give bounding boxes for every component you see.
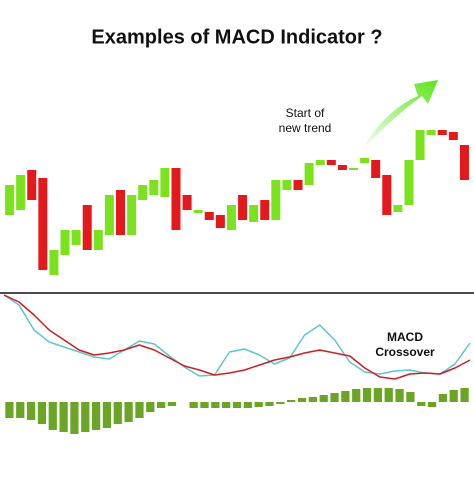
annotation: Start of bbox=[286, 106, 325, 120]
candle-body bbox=[360, 158, 370, 163]
histogram-bar bbox=[232, 402, 242, 408]
histogram-bar bbox=[297, 398, 307, 402]
histogram-bar bbox=[438, 394, 448, 402]
histogram-bar bbox=[48, 402, 57, 430]
candle-body bbox=[371, 160, 381, 178]
histogram-bar bbox=[81, 402, 90, 432]
histogram-bar bbox=[265, 402, 274, 406]
candle-body bbox=[16, 175, 26, 210]
candle-body bbox=[437, 130, 447, 135]
candle-body bbox=[49, 250, 59, 275]
annotation: MACD bbox=[387, 330, 423, 344]
candle-body bbox=[249, 205, 259, 222]
candle-body bbox=[93, 230, 103, 250]
candle-body bbox=[459, 145, 469, 180]
annotation: new trend bbox=[279, 121, 332, 135]
histogram-bar bbox=[70, 402, 79, 434]
histogram-bar bbox=[254, 402, 263, 407]
histogram-bar bbox=[319, 395, 328, 402]
candle-body bbox=[60, 230, 70, 255]
candle-body bbox=[315, 160, 325, 165]
histogram-bar bbox=[135, 402, 144, 418]
histogram-bar bbox=[427, 402, 437, 407]
histogram-bar bbox=[91, 402, 101, 430]
candle-body bbox=[382, 175, 392, 215]
histogram-bar bbox=[384, 388, 393, 402]
histogram-bar bbox=[189, 402, 198, 408]
histogram-bar bbox=[37, 402, 47, 424]
candle-body bbox=[127, 195, 137, 235]
histogram-bar bbox=[373, 388, 383, 402]
histogram-bar bbox=[59, 402, 68, 432]
histogram-bar bbox=[330, 393, 339, 402]
trend-arrow bbox=[360, 80, 438, 152]
histogram-bar bbox=[211, 402, 220, 408]
candle-body bbox=[138, 185, 148, 200]
candle-body bbox=[448, 132, 458, 140]
histogram-bar bbox=[102, 402, 112, 428]
candle-body bbox=[204, 212, 214, 220]
histogram-bar bbox=[113, 402, 122, 424]
histogram-bar bbox=[287, 400, 296, 402]
histogram-bar bbox=[362, 388, 372, 402]
candle-body bbox=[337, 165, 347, 170]
histogram-bar bbox=[395, 389, 404, 402]
histogram-bar bbox=[16, 402, 25, 418]
candle-body bbox=[38, 178, 48, 270]
histogram-bar bbox=[5, 402, 14, 418]
histogram-bar bbox=[449, 390, 458, 402]
histogram-bar bbox=[200, 402, 209, 408]
candle-body bbox=[260, 200, 270, 220]
line-series bbox=[3, 294, 471, 377]
candle-body bbox=[160, 168, 170, 197]
candle-body bbox=[149, 180, 159, 195]
histogram-bar bbox=[124, 402, 133, 422]
candle-body bbox=[226, 205, 236, 230]
histogram-bar bbox=[167, 402, 177, 406]
histogram-bar bbox=[417, 402, 426, 406]
candle-body bbox=[282, 180, 292, 190]
candle-body bbox=[404, 160, 414, 205]
histogram-bar bbox=[243, 402, 252, 408]
histogram-bar bbox=[460, 388, 469, 402]
candle-body bbox=[5, 185, 15, 215]
candle-body bbox=[326, 160, 336, 165]
candle-body bbox=[293, 180, 303, 190]
histogram-bar bbox=[352, 389, 361, 402]
candle-body bbox=[215, 215, 225, 228]
candle-body bbox=[116, 190, 125, 235]
histogram-bar bbox=[146, 402, 155, 412]
candle-body bbox=[71, 230, 81, 245]
annotation: Crossover bbox=[375, 345, 435, 359]
line-series bbox=[3, 294, 471, 380]
candle-body bbox=[304, 163, 314, 185]
histogram-bar bbox=[341, 391, 350, 402]
histogram-bar bbox=[26, 402, 36, 420]
candle-body bbox=[238, 195, 248, 220]
histogram-bar bbox=[406, 392, 415, 402]
histogram-bar bbox=[308, 397, 317, 402]
candle-body bbox=[182, 195, 192, 210]
candle-body bbox=[104, 195, 114, 235]
candle-body bbox=[349, 168, 358, 170]
candle-body bbox=[171, 168, 181, 230]
histogram-bar bbox=[157, 402, 166, 408]
candle-body bbox=[27, 170, 37, 200]
candle-body bbox=[393, 205, 403, 212]
candle-body bbox=[82, 205, 92, 250]
candle-body bbox=[271, 180, 281, 220]
chart-title: Examples of MACD Indicator ? bbox=[91, 26, 382, 48]
histogram-bar bbox=[222, 402, 231, 408]
histogram-bar bbox=[276, 402, 285, 404]
candle-body bbox=[415, 130, 425, 160]
candle-body bbox=[426, 130, 436, 135]
candle-body bbox=[193, 210, 203, 213]
